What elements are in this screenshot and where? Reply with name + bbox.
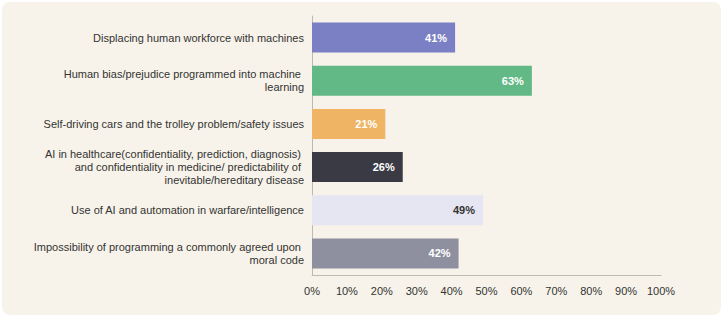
svg-text:Use of AI and automation in wa: Use of AI and automation in warfare/inte…	[71, 204, 304, 216]
svg-text:0%: 0%	[304, 285, 320, 297]
svg-text:63%: 63%	[502, 75, 524, 87]
svg-text:learning: learning	[265, 81, 304, 93]
svg-text:10%: 10%	[336, 285, 358, 297]
svg-text:49%: 49%	[453, 204, 475, 216]
svg-text:Displacing human workforce wit: Displacing human workforce with machines	[93, 32, 304, 44]
svg-text:Impossibility of programming a: Impossibility of programming a commonly …	[34, 241, 304, 253]
svg-text:30%: 30%	[406, 285, 428, 297]
svg-text:inevitable/hereditary disease: inevitable/hereditary disease	[165, 174, 304, 186]
svg-text:60%: 60%	[510, 285, 532, 297]
svg-text:AI in healthcare(confidentiali: AI in healthcare(confidentiality, predic…	[45, 148, 304, 160]
svg-text:50%: 50%	[475, 285, 497, 297]
svg-text:90%: 90%	[615, 285, 637, 297]
svg-text:80%: 80%	[580, 285, 602, 297]
svg-text:42%: 42%	[429, 247, 451, 259]
svg-text:21%: 21%	[355, 118, 377, 130]
svg-text:and confidentiality in medicin: and confidentiality in medicine/ predict…	[75, 161, 304, 173]
svg-text:Human bias/prejudice programme: Human bias/prejudice programmed into mac…	[64, 68, 304, 80]
svg-text:70%: 70%	[545, 285, 567, 297]
svg-text:100%: 100%	[647, 285, 675, 297]
svg-text:20%: 20%	[371, 285, 393, 297]
svg-text:41%: 41%	[425, 32, 447, 44]
svg-text:Self-driving cars and the trol: Self-driving cars and the trolley proble…	[44, 118, 305, 130]
svg-text:26%: 26%	[373, 161, 395, 173]
svg-text:moral code: moral code	[250, 254, 304, 266]
svg-text:40%: 40%	[441, 285, 463, 297]
